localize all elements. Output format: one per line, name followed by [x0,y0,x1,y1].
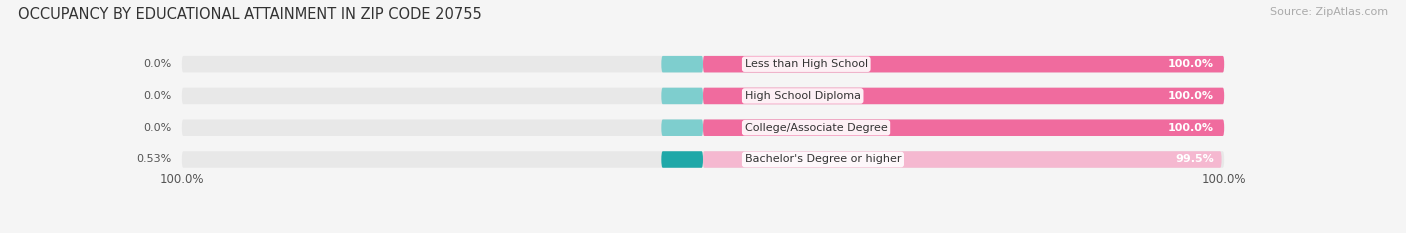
FancyBboxPatch shape [181,120,1225,136]
FancyBboxPatch shape [181,88,1225,104]
Text: 0.0%: 0.0% [143,59,172,69]
Text: OCCUPANCY BY EDUCATIONAL ATTAINMENT IN ZIP CODE 20755: OCCUPANCY BY EDUCATIONAL ATTAINMENT IN Z… [18,7,482,22]
Text: 0.0%: 0.0% [143,123,172,133]
Text: 100.0%: 100.0% [159,173,204,186]
Text: College/Associate Degree: College/Associate Degree [745,123,887,133]
FancyBboxPatch shape [661,120,703,136]
FancyBboxPatch shape [181,151,1225,168]
Text: 0.53%: 0.53% [136,154,172,164]
Text: 100.0%: 100.0% [1168,59,1213,69]
Text: Less than High School: Less than High School [745,59,868,69]
Text: 99.5%: 99.5% [1175,154,1213,164]
Text: 0.0%: 0.0% [143,91,172,101]
Text: Source: ZipAtlas.com: Source: ZipAtlas.com [1270,7,1388,17]
FancyBboxPatch shape [661,88,703,104]
FancyBboxPatch shape [661,151,703,168]
Text: 100.0%: 100.0% [1202,173,1247,186]
Text: High School Diploma: High School Diploma [745,91,860,101]
FancyBboxPatch shape [661,56,703,72]
FancyBboxPatch shape [703,88,1225,104]
Text: 100.0%: 100.0% [1168,91,1213,101]
FancyBboxPatch shape [703,56,1225,72]
Text: Bachelor's Degree or higher: Bachelor's Degree or higher [745,154,901,164]
Text: 100.0%: 100.0% [1168,123,1213,133]
FancyBboxPatch shape [703,151,1222,168]
FancyBboxPatch shape [181,56,1225,72]
FancyBboxPatch shape [703,120,1225,136]
